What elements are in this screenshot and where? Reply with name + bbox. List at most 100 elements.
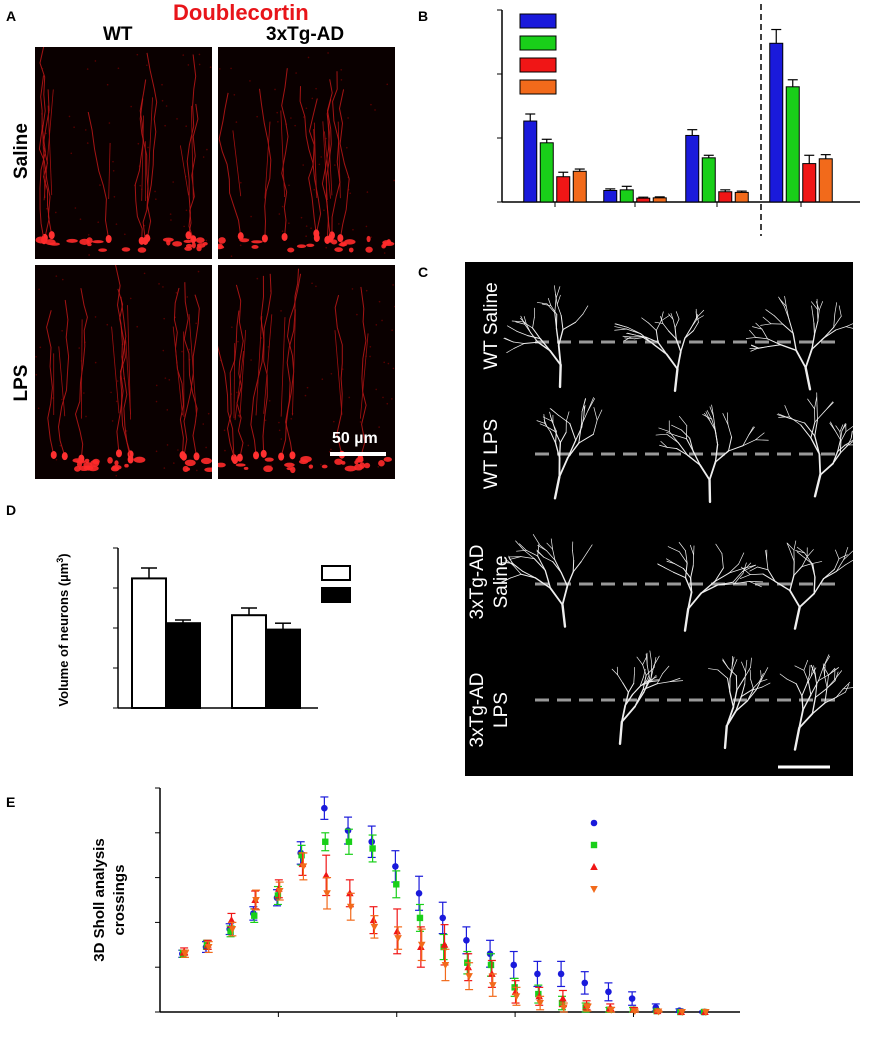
dendrite (260, 275, 268, 454)
dendrite-segment (639, 676, 644, 687)
tracing-row-label-line: 3xTg-AD (467, 545, 488, 620)
dendrite-segment (538, 544, 547, 552)
soma (61, 452, 68, 461)
e-point (487, 961, 495, 969)
dendrite-segment (778, 296, 785, 308)
soma (50, 450, 57, 459)
dendrite-segment (515, 321, 526, 325)
e-point (654, 1008, 663, 1016)
background-speck (78, 347, 81, 349)
granule-cell-layer (92, 458, 100, 465)
dendrite-segment (666, 447, 678, 449)
background-speck (305, 225, 308, 227)
background-speck (394, 305, 395, 308)
background-speck (170, 219, 172, 221)
dendrite-segment (814, 673, 818, 686)
e-point (369, 845, 376, 852)
dendrite (186, 54, 197, 240)
dendrite-segment (762, 316, 772, 325)
dendrite (359, 286, 367, 459)
dendrite-segment (756, 678, 762, 690)
dendrite-segment (546, 303, 556, 314)
dendrite-segment (565, 411, 570, 422)
dendrite-segment (581, 398, 586, 412)
dendrite-segment (669, 680, 684, 682)
background-speck (305, 235, 307, 237)
dendrite-segment (732, 571, 743, 583)
dendrite-segment (731, 656, 735, 668)
dendrite (250, 273, 272, 456)
dendrite (116, 288, 126, 454)
background-speck (247, 444, 250, 447)
dendrite-segment (543, 413, 546, 424)
e-point (678, 1009, 686, 1016)
dendrite-segment (786, 678, 797, 685)
soma (179, 451, 186, 460)
background-speck (124, 233, 126, 236)
dendrite-segment (679, 415, 688, 426)
tracing-row: 3xTg-AD LPS (467, 650, 853, 751)
chart-b (497, 4, 860, 236)
background-speck (55, 211, 57, 214)
dendrite-segment (750, 678, 754, 690)
e-point (415, 889, 423, 897)
e-point (299, 863, 308, 871)
dendrite-segment (560, 315, 564, 331)
tracing-row: WT Saline (481, 282, 853, 393)
background-speck (278, 421, 280, 424)
background-speck (288, 222, 290, 224)
background-speck (175, 291, 178, 294)
dendrite-segment (558, 441, 562, 459)
background-speck (169, 213, 172, 215)
dendrite-segment (801, 556, 808, 568)
dendrite-segment (634, 691, 645, 708)
background-speck (166, 409, 169, 411)
e-point (370, 923, 379, 931)
e-series (178, 796, 708, 1016)
dendrite-segment (839, 424, 844, 433)
dendrite-segment (685, 562, 688, 579)
dendrite-segment (536, 302, 548, 305)
dendrite-segment (728, 567, 745, 574)
dendrite-segment (740, 689, 752, 698)
granule-cell-layer (284, 462, 295, 468)
dendrite-segment (760, 323, 772, 326)
dendrite-segment (687, 592, 703, 610)
dendrite-branch (263, 314, 273, 414)
dendrite-segment (653, 655, 660, 666)
dendrite-segment (790, 418, 805, 424)
dendrite-segment (527, 335, 541, 340)
dendrite-segment (580, 551, 588, 563)
soma (289, 451, 296, 460)
b-bar (636, 197, 651, 203)
background-speck (325, 137, 327, 140)
dendrite-branch (292, 309, 296, 416)
dendrite-segment (728, 563, 740, 574)
granule-cell-layer (251, 245, 259, 249)
dendrite-segment (755, 432, 765, 441)
dendrite-segment (717, 669, 728, 679)
dendrite-segment (833, 313, 836, 328)
e-legend-marker (590, 841, 598, 849)
granule-cell-layer (79, 238, 90, 245)
dendrite-segment (803, 659, 809, 671)
background-speck (39, 346, 42, 349)
dendrite-segment (504, 560, 515, 566)
dendrite-branch (239, 329, 247, 418)
granule-cell-layer (83, 465, 94, 471)
background-speck (209, 66, 212, 68)
dendrite (281, 68, 289, 238)
background-speck (146, 64, 148, 67)
dendrite-segment (642, 674, 647, 691)
e-point (228, 926, 237, 934)
dendrite-segment (655, 320, 662, 331)
background-speck (311, 282, 313, 285)
dendrite-segment (750, 681, 760, 691)
dendrite-segment (635, 334, 647, 338)
dendrite-segment (513, 343, 525, 349)
dendrite-branch (264, 121, 271, 199)
dendrite-segment (828, 667, 836, 676)
dendrite-segment (804, 366, 812, 391)
dendrite-branch (108, 142, 111, 200)
dendrite-segment (646, 664, 650, 679)
